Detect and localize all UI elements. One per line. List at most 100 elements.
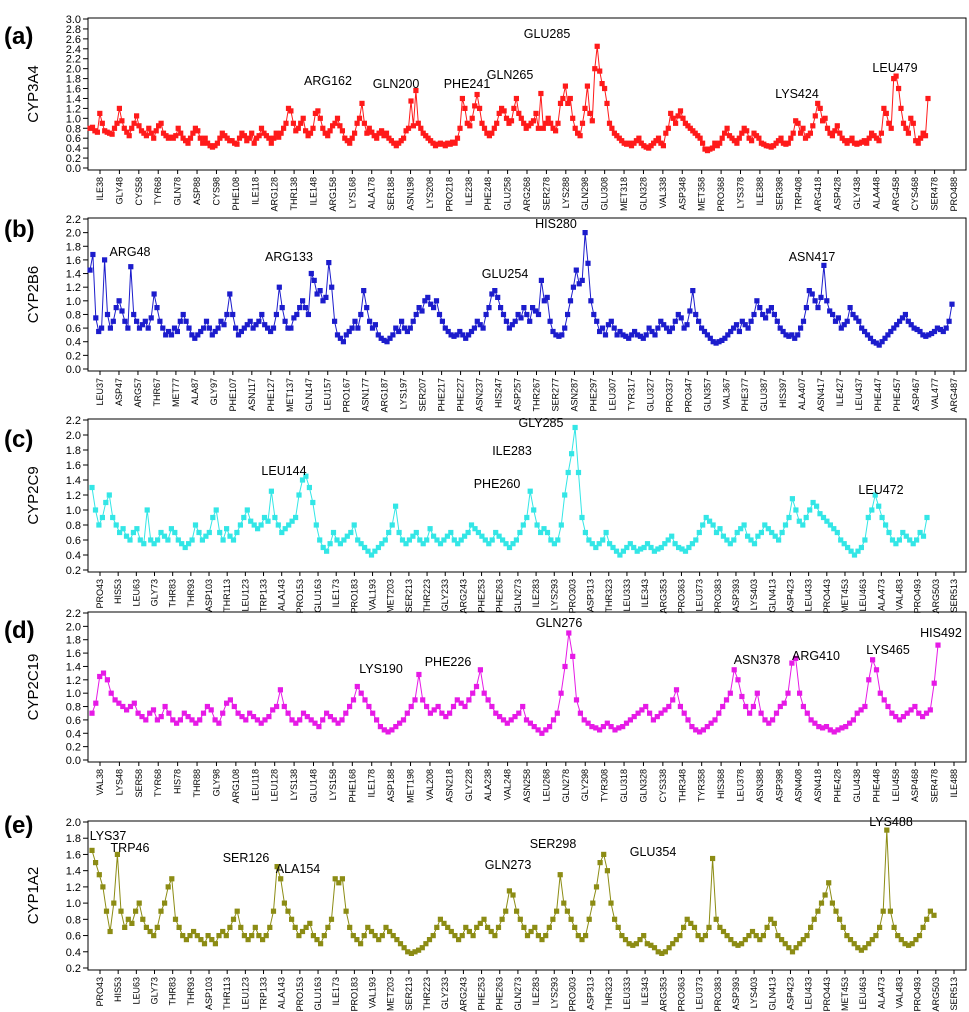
data-point [89, 124, 96, 130]
y-tick-label: 2.2 [66, 608, 81, 620]
data-point [648, 942, 654, 948]
x-tick-label: GLN273 [513, 977, 523, 1011]
data-point [248, 518, 254, 524]
data-point [290, 120, 296, 126]
data-point [824, 125, 831, 131]
data-point [567, 95, 573, 102]
x-tick-label: GLN328 [638, 769, 648, 803]
x-tick-label: ARG243 [458, 579, 468, 614]
data-point [670, 941, 676, 947]
data-point [419, 945, 425, 951]
data-point [723, 697, 730, 703]
x-tick-label: LEU63 [131, 977, 141, 1005]
data-point [885, 703, 891, 710]
data-point [689, 724, 695, 730]
x-tick-label: LYS293 [549, 977, 559, 1008]
data-point [317, 288, 323, 294]
data-point [831, 729, 837, 735]
data-point [180, 311, 186, 318]
y-tick-label: 1.8 [66, 241, 81, 253]
x-tick-label: ILE148 [309, 177, 319, 206]
data-point [792, 335, 798, 341]
data-point [437, 916, 443, 922]
data-point [192, 335, 198, 341]
x-tick-label: THR138 [289, 177, 299, 211]
data-point [230, 537, 237, 543]
y-tick-label: 1.0 [66, 505, 81, 517]
data-point [931, 912, 937, 918]
data-point [677, 933, 683, 939]
data-point [276, 284, 282, 290]
data-point [847, 937, 854, 943]
data-point [765, 526, 771, 532]
data-point [572, 924, 578, 930]
data-point [675, 311, 681, 318]
data-point [474, 318, 480, 324]
y-tick-label: 2.0 [66, 817, 81, 829]
data-point [914, 326, 920, 333]
data-point [884, 827, 890, 833]
data-point [155, 537, 161, 543]
data-point [543, 727, 549, 733]
x-tick-label: ALA143 [277, 579, 287, 611]
x-tick-label: LYS158 [328, 769, 338, 800]
data-point [736, 328, 742, 335]
data-point [317, 537, 323, 543]
x-tick-label: PRO347 [683, 378, 693, 413]
data-point [839, 725, 845, 731]
y-tick-label: 0.2 [66, 565, 81, 577]
x-tick-label: MET453 [840, 579, 850, 613]
data-point [195, 332, 201, 338]
data-point [539, 730, 545, 736]
x-tick-label: THR267 [531, 378, 541, 412]
data-point [631, 544, 637, 551]
data-point [914, 537, 920, 543]
data-point [829, 900, 835, 906]
data-point [503, 541, 509, 547]
data-point [465, 529, 471, 536]
data-point [880, 908, 886, 914]
data-point [824, 298, 830, 304]
data-point [589, 541, 595, 547]
data-point [862, 703, 868, 710]
data-point [581, 717, 587, 723]
data-point [765, 308, 772, 314]
data-point [435, 703, 441, 710]
y-tick-label: 1.8 [66, 635, 81, 647]
data-point [285, 908, 291, 914]
data-point [486, 541, 492, 547]
x-tick-label: ARG108 [231, 769, 241, 804]
y-tick-label: 0.8 [66, 309, 81, 321]
data-point [895, 933, 901, 939]
data-point [878, 130, 884, 136]
data-point [99, 514, 105, 521]
data-point [227, 291, 233, 297]
data-point [196, 529, 202, 536]
data-point [460, 332, 466, 338]
data-point [510, 541, 516, 547]
data-point [577, 710, 583, 716]
data-point [113, 522, 119, 528]
data-point [431, 707, 437, 713]
data-point [623, 333, 629, 339]
data-point [458, 700, 464, 706]
data-point [447, 710, 453, 716]
data-point [733, 322, 740, 328]
data-point [463, 924, 469, 930]
data-point [900, 120, 907, 126]
data-point [757, 937, 763, 943]
data-point [327, 128, 333, 134]
data-point [358, 311, 364, 318]
data-point [379, 128, 385, 134]
x-tick-label: PHE447 [873, 378, 883, 412]
data-point [742, 322, 748, 328]
data-point [314, 291, 320, 297]
data-point [238, 924, 244, 930]
y-tick-label: 0.2 [66, 963, 81, 975]
data-point [731, 667, 737, 673]
x-tick-label: ALA473 [876, 579, 886, 611]
data-point [743, 703, 749, 710]
y-tick-label: 0.6 [66, 535, 81, 547]
y-tick-label: 1.4 [66, 866, 81, 878]
data-point [241, 514, 247, 521]
